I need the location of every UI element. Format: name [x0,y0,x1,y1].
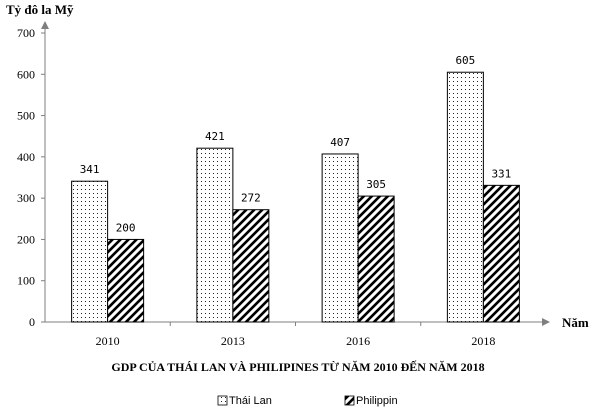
data-label: 341 [80,163,100,176]
data-label: 272 [241,192,261,205]
y-tick-label: 600 [17,67,35,81]
bar-philippin-2018 [482,184,520,323]
y-tick-label: 300 [17,191,35,205]
legend-swatch-0 [217,395,228,406]
x-category-label: 2018 [471,334,495,348]
data-label: 305 [366,178,386,191]
x-axis-ticks: 2010 2013 2016 2018 [96,322,495,348]
y-tick-label: 100 [17,274,35,288]
bar-thai-lan-2016 [321,153,359,323]
bar-thai-lan-2010 [71,180,109,323]
data-label: 331 [491,167,511,180]
x-category-label: 2016 [346,334,370,348]
y-tick-label: 500 [17,109,35,123]
y-axis-ticks: 0 100 200 300 400 500 600 700 [17,26,45,329]
data-label: 605 [455,54,475,67]
bar-thai-lan-2018 [446,71,484,323]
bar-philippin-2013 [232,209,270,323]
y-tick-label: 0 [29,315,35,329]
legend-swatch-1 [344,395,355,406]
bar-philippin-2010 [107,238,145,323]
y-tick-label: 400 [17,150,35,164]
bar-philippin-2016 [357,195,395,323]
data-label: 421 [205,130,225,143]
x-axis-label: Năm [562,315,589,330]
x-category-label: 2010 [96,334,120,348]
bars-group: 341 200 421 272 407 305 605 331 [71,54,520,323]
x-axis-arrow-icon [542,318,550,326]
legend-label: Thái Lan [229,395,272,407]
data-label: 200 [116,221,136,234]
data-label: 407 [330,136,350,149]
bar-thai-lan-2013 [196,147,234,323]
y-tick-label: 700 [17,26,35,40]
y-axis-arrow-icon [41,21,49,29]
chart-title: GDP CỦA THÁI LAN VÀ PHILIPINES TỪ NĂM 20… [111,359,484,374]
legend-label: Philippin [356,395,398,407]
y-axis-label: Tỷ đô la Mỹ [6,2,74,17]
x-category-label: 2013 [221,334,245,348]
y-tick-label: 200 [17,232,35,246]
legend: Thái Lan Philippin [217,395,398,407]
